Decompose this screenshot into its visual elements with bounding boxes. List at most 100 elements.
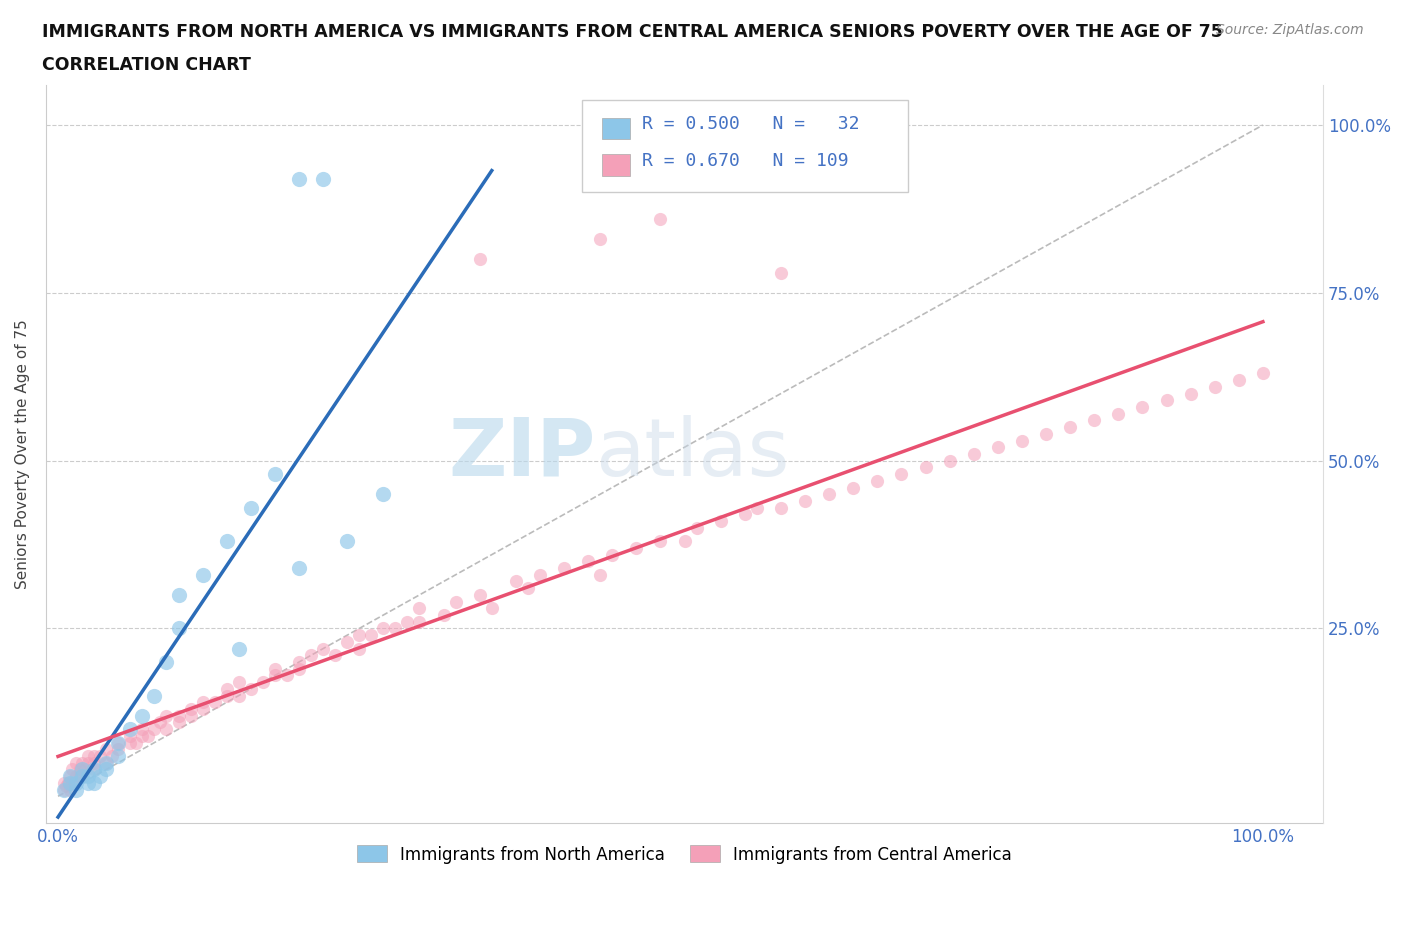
Point [77, 755, 100, 770]
Point [59, 776, 82, 790]
Point [349, 641, 371, 656]
Point [842, 480, 865, 495]
Point [120, 722, 142, 737]
Point [56, 776, 79, 790]
Text: atlas: atlas [595, 415, 790, 493]
Point [53, 782, 76, 797]
Point [938, 453, 960, 468]
Point [1132, 400, 1154, 415]
Point [107, 742, 129, 757]
Point [866, 473, 889, 488]
Point [155, 722, 177, 737]
Point [288, 561, 311, 576]
Point [191, 567, 214, 582]
Point [890, 467, 912, 482]
Point [77, 769, 100, 784]
Point [323, 648, 346, 663]
Point [444, 594, 467, 609]
Point [215, 688, 238, 703]
Point [769, 500, 792, 515]
Point [576, 554, 599, 569]
Point [191, 701, 214, 716]
Point [167, 715, 190, 730]
Point [83, 755, 105, 770]
Point [65, 769, 87, 784]
Point [396, 615, 419, 630]
Point [120, 728, 142, 743]
Point [191, 695, 214, 710]
Point [204, 695, 226, 710]
Point [69, 762, 91, 777]
Point [239, 500, 262, 515]
Point [83, 749, 105, 764]
Point [963, 446, 986, 461]
Point [59, 782, 82, 797]
Point [1251, 365, 1274, 380]
Point [70, 769, 93, 784]
Point [89, 769, 111, 784]
Bar [602, 154, 630, 176]
Point [373, 486, 395, 501]
FancyBboxPatch shape [582, 100, 908, 192]
Point [167, 588, 190, 603]
Text: IMMIGRANTS FROM NORTH AMERICA VS IMMIGRANTS FROM CENTRAL AMERICA SENIORS POVERTY: IMMIGRANTS FROM NORTH AMERICA VS IMMIGRA… [42, 23, 1223, 41]
Point [1011, 433, 1033, 448]
Point [53, 782, 76, 797]
Point [155, 709, 177, 724]
Point [180, 709, 202, 724]
Point [288, 171, 311, 186]
Point [70, 769, 93, 784]
Point [62, 776, 84, 790]
Point [107, 749, 129, 764]
Point [987, 440, 1010, 455]
Point [143, 688, 166, 703]
Point [336, 534, 359, 549]
Point [83, 762, 105, 777]
Point [252, 675, 274, 690]
Legend: Immigrants from North America, Immigrants from Central America: Immigrants from North America, Immigrant… [350, 839, 1019, 870]
Point [73, 762, 96, 777]
Point [794, 494, 817, 509]
Bar [602, 117, 630, 139]
Point [96, 755, 118, 770]
Point [432, 607, 454, 622]
Point [65, 782, 87, 797]
Point [288, 661, 311, 676]
Point [384, 621, 406, 636]
Text: Source: ZipAtlas.com: Source: ZipAtlas.com [1216, 23, 1364, 37]
Point [228, 675, 250, 690]
Point [1204, 379, 1226, 394]
Point [131, 722, 153, 737]
Point [167, 709, 190, 724]
Point [1227, 373, 1250, 388]
Point [1083, 413, 1105, 428]
Text: CORRELATION CHART: CORRELATION CHART [42, 56, 252, 73]
Point [626, 540, 648, 555]
Point [149, 715, 172, 730]
Point [745, 500, 768, 515]
Point [120, 735, 142, 750]
Point [215, 534, 238, 549]
Point [180, 701, 202, 716]
Point [228, 641, 250, 656]
Point [59, 769, 82, 784]
Point [650, 534, 672, 549]
Point [299, 648, 322, 663]
Point [55, 778, 77, 793]
Point [600, 547, 623, 562]
Point [1156, 392, 1178, 407]
Point [96, 762, 118, 777]
Point [408, 615, 430, 630]
Point [101, 749, 124, 764]
Point [228, 688, 250, 703]
Point [276, 668, 298, 683]
Point [107, 735, 129, 750]
Point [505, 574, 527, 589]
Point [239, 682, 262, 697]
Point [215, 682, 238, 697]
Point [468, 588, 491, 603]
Point [1180, 386, 1202, 401]
Point [516, 580, 538, 595]
Point [589, 567, 612, 582]
Point [69, 769, 91, 784]
